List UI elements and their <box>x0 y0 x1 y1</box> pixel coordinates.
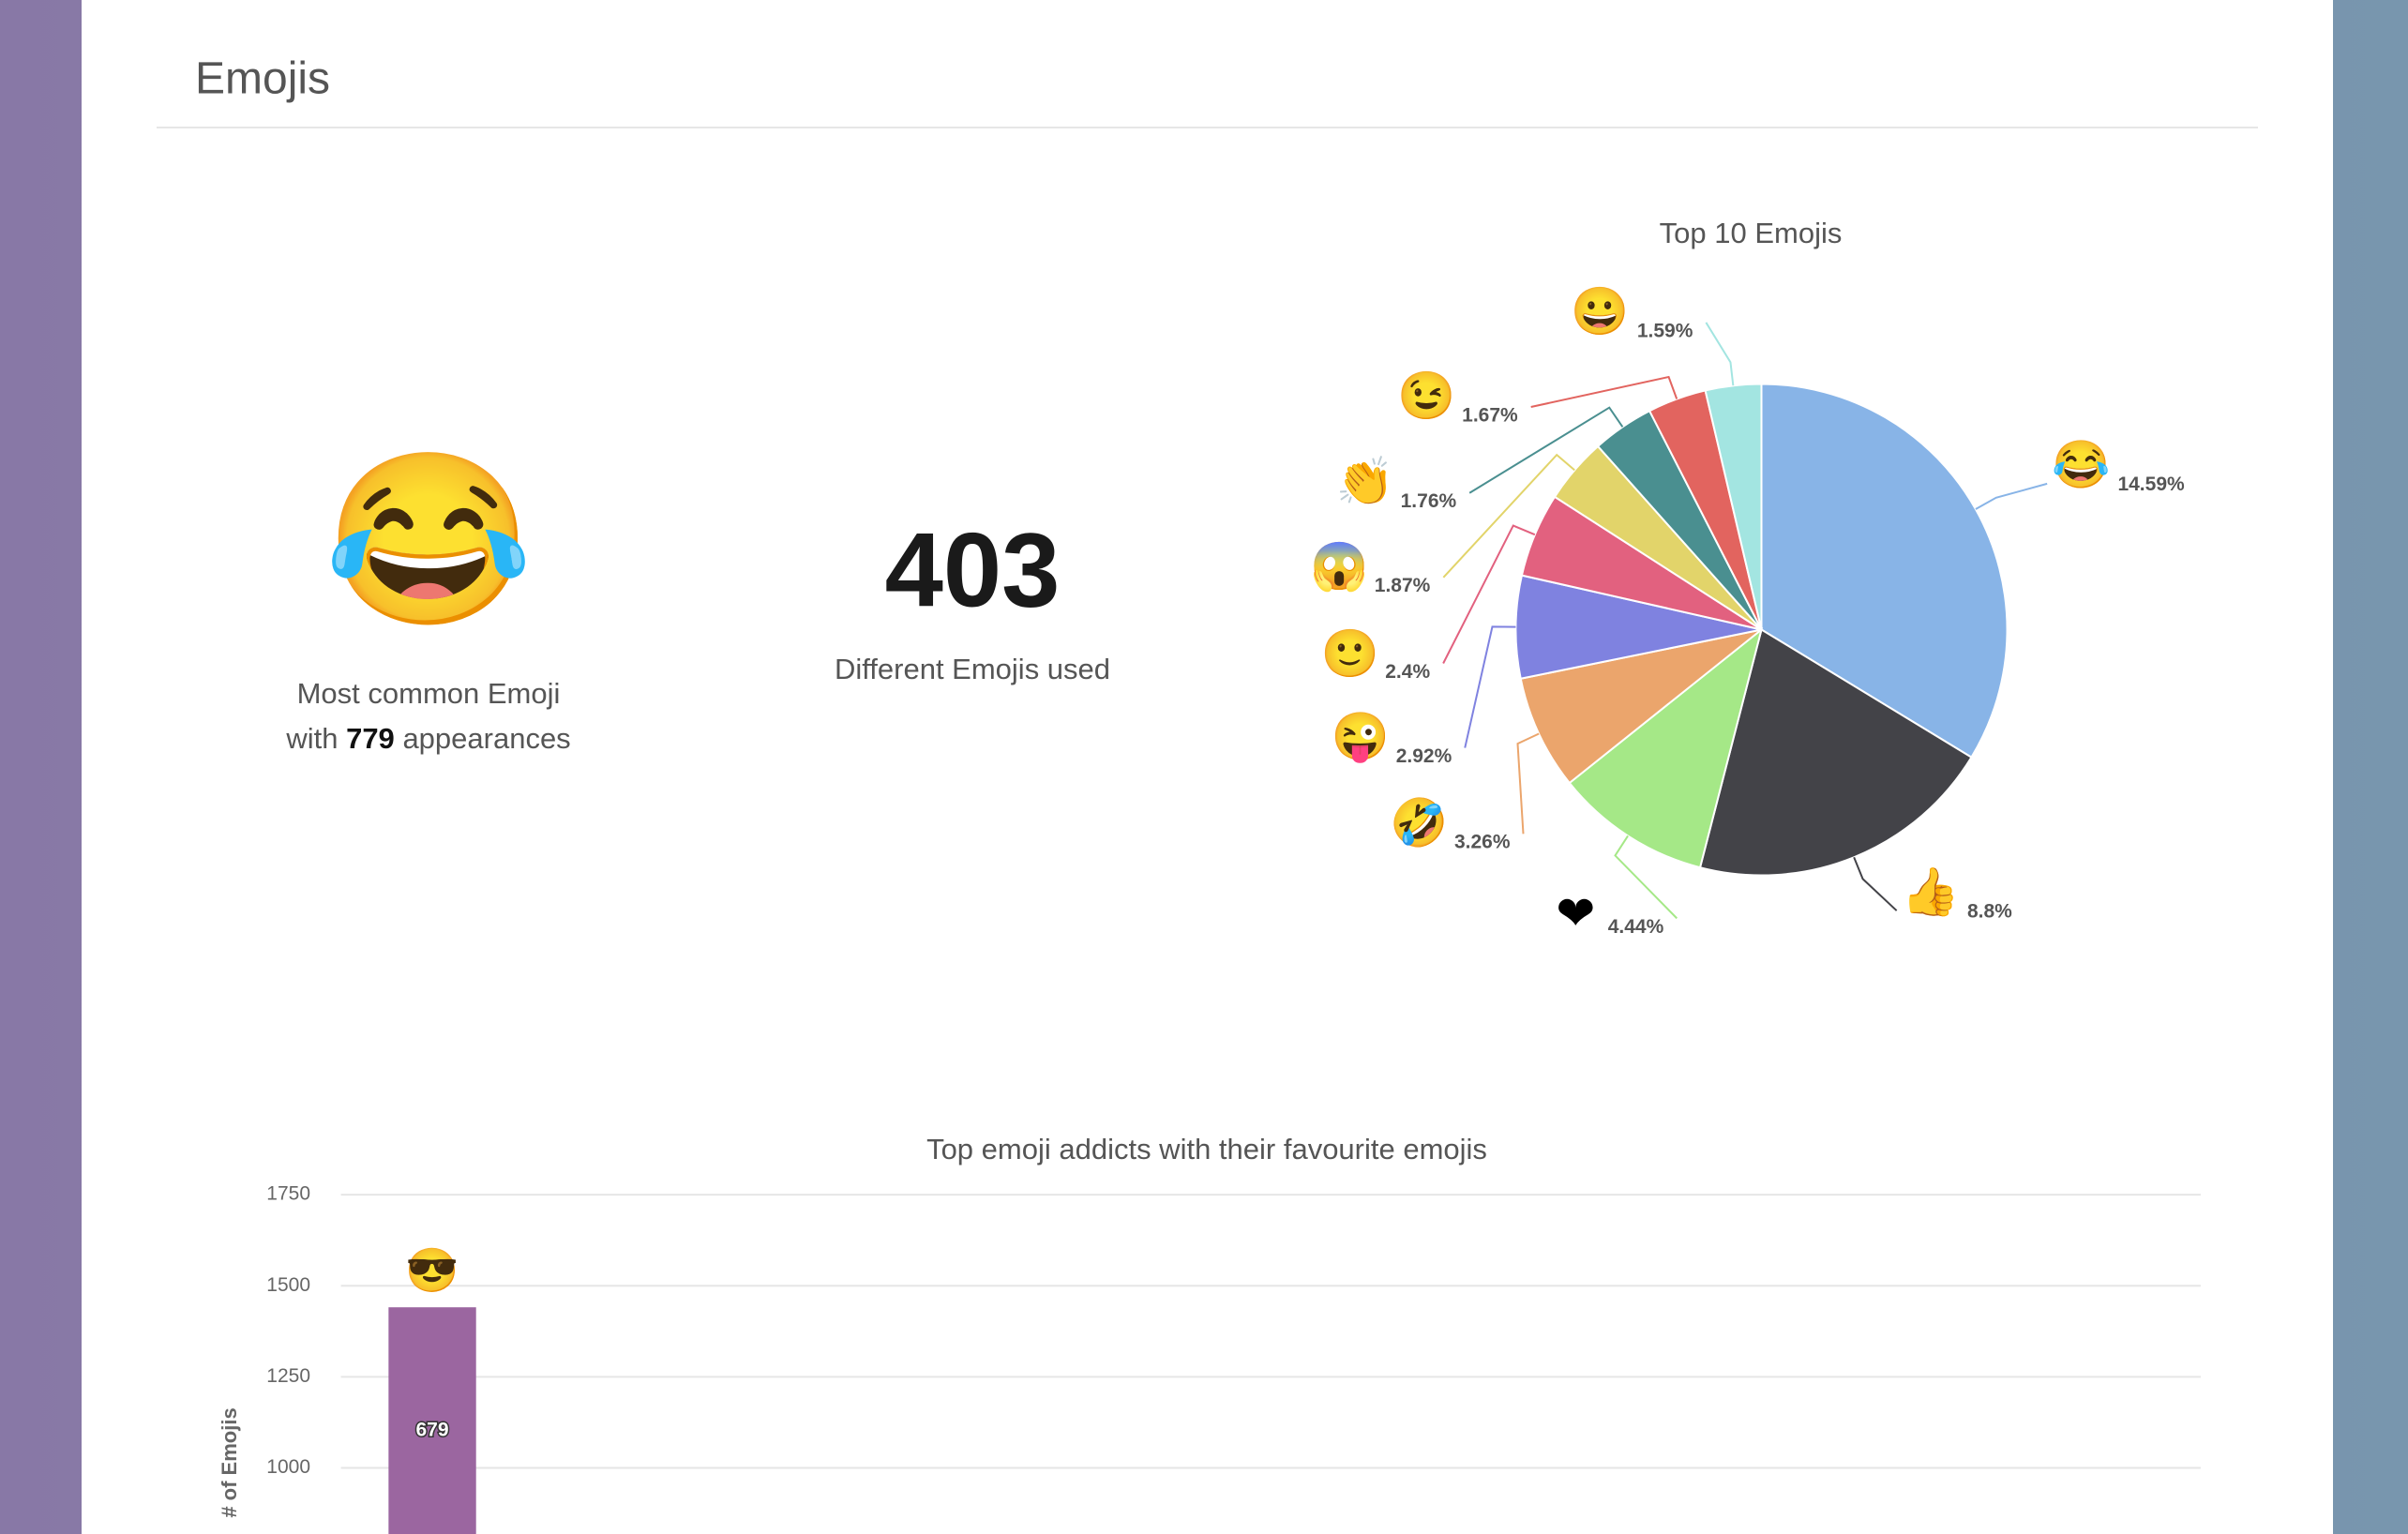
pie-label-emoji: 🤣 <box>1388 795 1448 852</box>
section-title: Emojis <box>195 54 330 104</box>
pie-label: 1.76% <box>1401 490 1457 512</box>
pie-label-emoji: 😜 <box>1332 711 1390 765</box>
bar-top-emoji: 😎 <box>405 1245 459 1294</box>
pie-label-emoji: 😉 <box>1397 369 1455 422</box>
pie-label: 2.92% <box>1396 745 1452 767</box>
pie-label: 14.59% <box>2117 474 2185 495</box>
pie-title: Top 10 Emojis <box>1660 217 1843 249</box>
pie-label-emoji: 😀 <box>1571 285 1629 338</box>
bar-segment <box>388 1307 476 1534</box>
pie-label: 8.8% <box>1967 900 2012 922</box>
pie-label: 3.26% <box>1454 832 1511 853</box>
y-tick-label: 1000 <box>266 1456 310 1478</box>
y-tick-label: 1250 <box>266 1365 310 1387</box>
pie-label-emoji: 😂 <box>2052 439 2110 491</box>
leader-line <box>1442 524 1536 664</box>
pie-label: 1.87% <box>1375 575 1431 596</box>
pie-slice <box>1519 628 1763 785</box>
y-axis-title: # of Emojis <box>218 1407 241 1517</box>
pie-slice <box>1568 626 1764 869</box>
leader-line <box>1442 453 1575 579</box>
leader-line <box>1516 732 1540 835</box>
pie-label-emoji: ❤ <box>1556 887 1595 940</box>
pie-label-emoji: 😱 <box>1310 540 1368 594</box>
leader-line <box>1464 625 1516 748</box>
pie-slice <box>1698 627 1973 877</box>
leader-line <box>1530 375 1678 408</box>
y-tick-label: 1500 <box>266 1274 310 1296</box>
distinct-count: 403 <box>885 512 1061 629</box>
stat-text: appearances <box>402 722 570 755</box>
pie-label: 1.67% <box>1462 404 1518 426</box>
card <box>82 0 2333 1534</box>
distinct-label: Different Emojis used <box>835 653 1110 685</box>
stat-count: 779 <box>346 722 395 755</box>
stat-label: Most common Emoji <box>297 677 561 710</box>
stat-line: with 779 appearances <box>285 722 570 755</box>
top-emoji: 😂 <box>324 446 534 635</box>
leader-line <box>1705 322 1735 386</box>
bar-value-label: 679 <box>416 1420 449 1441</box>
bar-title: Top emoji addicts with their favourite e… <box>926 1133 1487 1166</box>
pie-label: 1.59% <box>1637 320 1693 341</box>
stat-text: with <box>285 722 338 755</box>
y-tick-label: 1750 <box>266 1183 310 1205</box>
leader-line <box>1468 406 1624 494</box>
pie-slice <box>1760 383 2009 759</box>
leader-line <box>1853 856 1898 911</box>
leader-line <box>1614 835 1678 920</box>
pie-label: 4.44% <box>1608 916 1664 938</box>
pie-label-emoji: 👍 <box>1902 865 1960 918</box>
pie-slice <box>1514 574 1762 680</box>
pie-label-emoji: 🙂 <box>1320 627 1378 680</box>
pie-slice <box>1704 383 1763 630</box>
leader-line <box>1975 482 2048 510</box>
pie-label-emoji: 👏 <box>1336 455 1394 508</box>
pie-label: 2.4% <box>1385 661 1430 683</box>
